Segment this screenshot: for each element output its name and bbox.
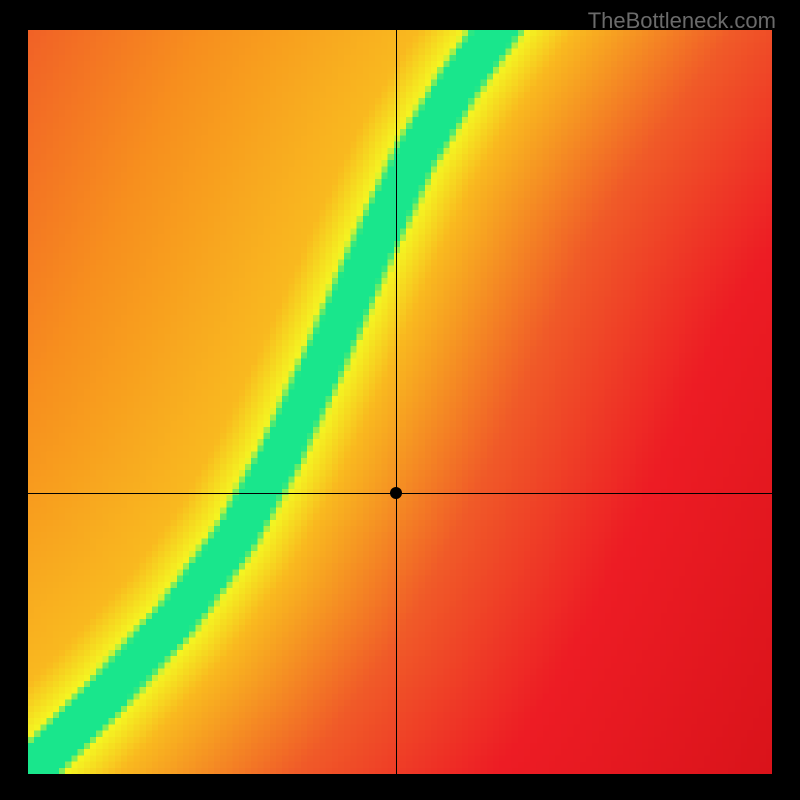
- watermark-text: TheBottleneck.com: [588, 8, 776, 34]
- heatmap-svg: [28, 30, 772, 774]
- chart-container: TheBottleneck.com: [0, 0, 800, 800]
- heatmap-plot: [28, 30, 772, 774]
- crosshair-marker: [390, 487, 402, 499]
- crosshair-vertical: [396, 30, 397, 774]
